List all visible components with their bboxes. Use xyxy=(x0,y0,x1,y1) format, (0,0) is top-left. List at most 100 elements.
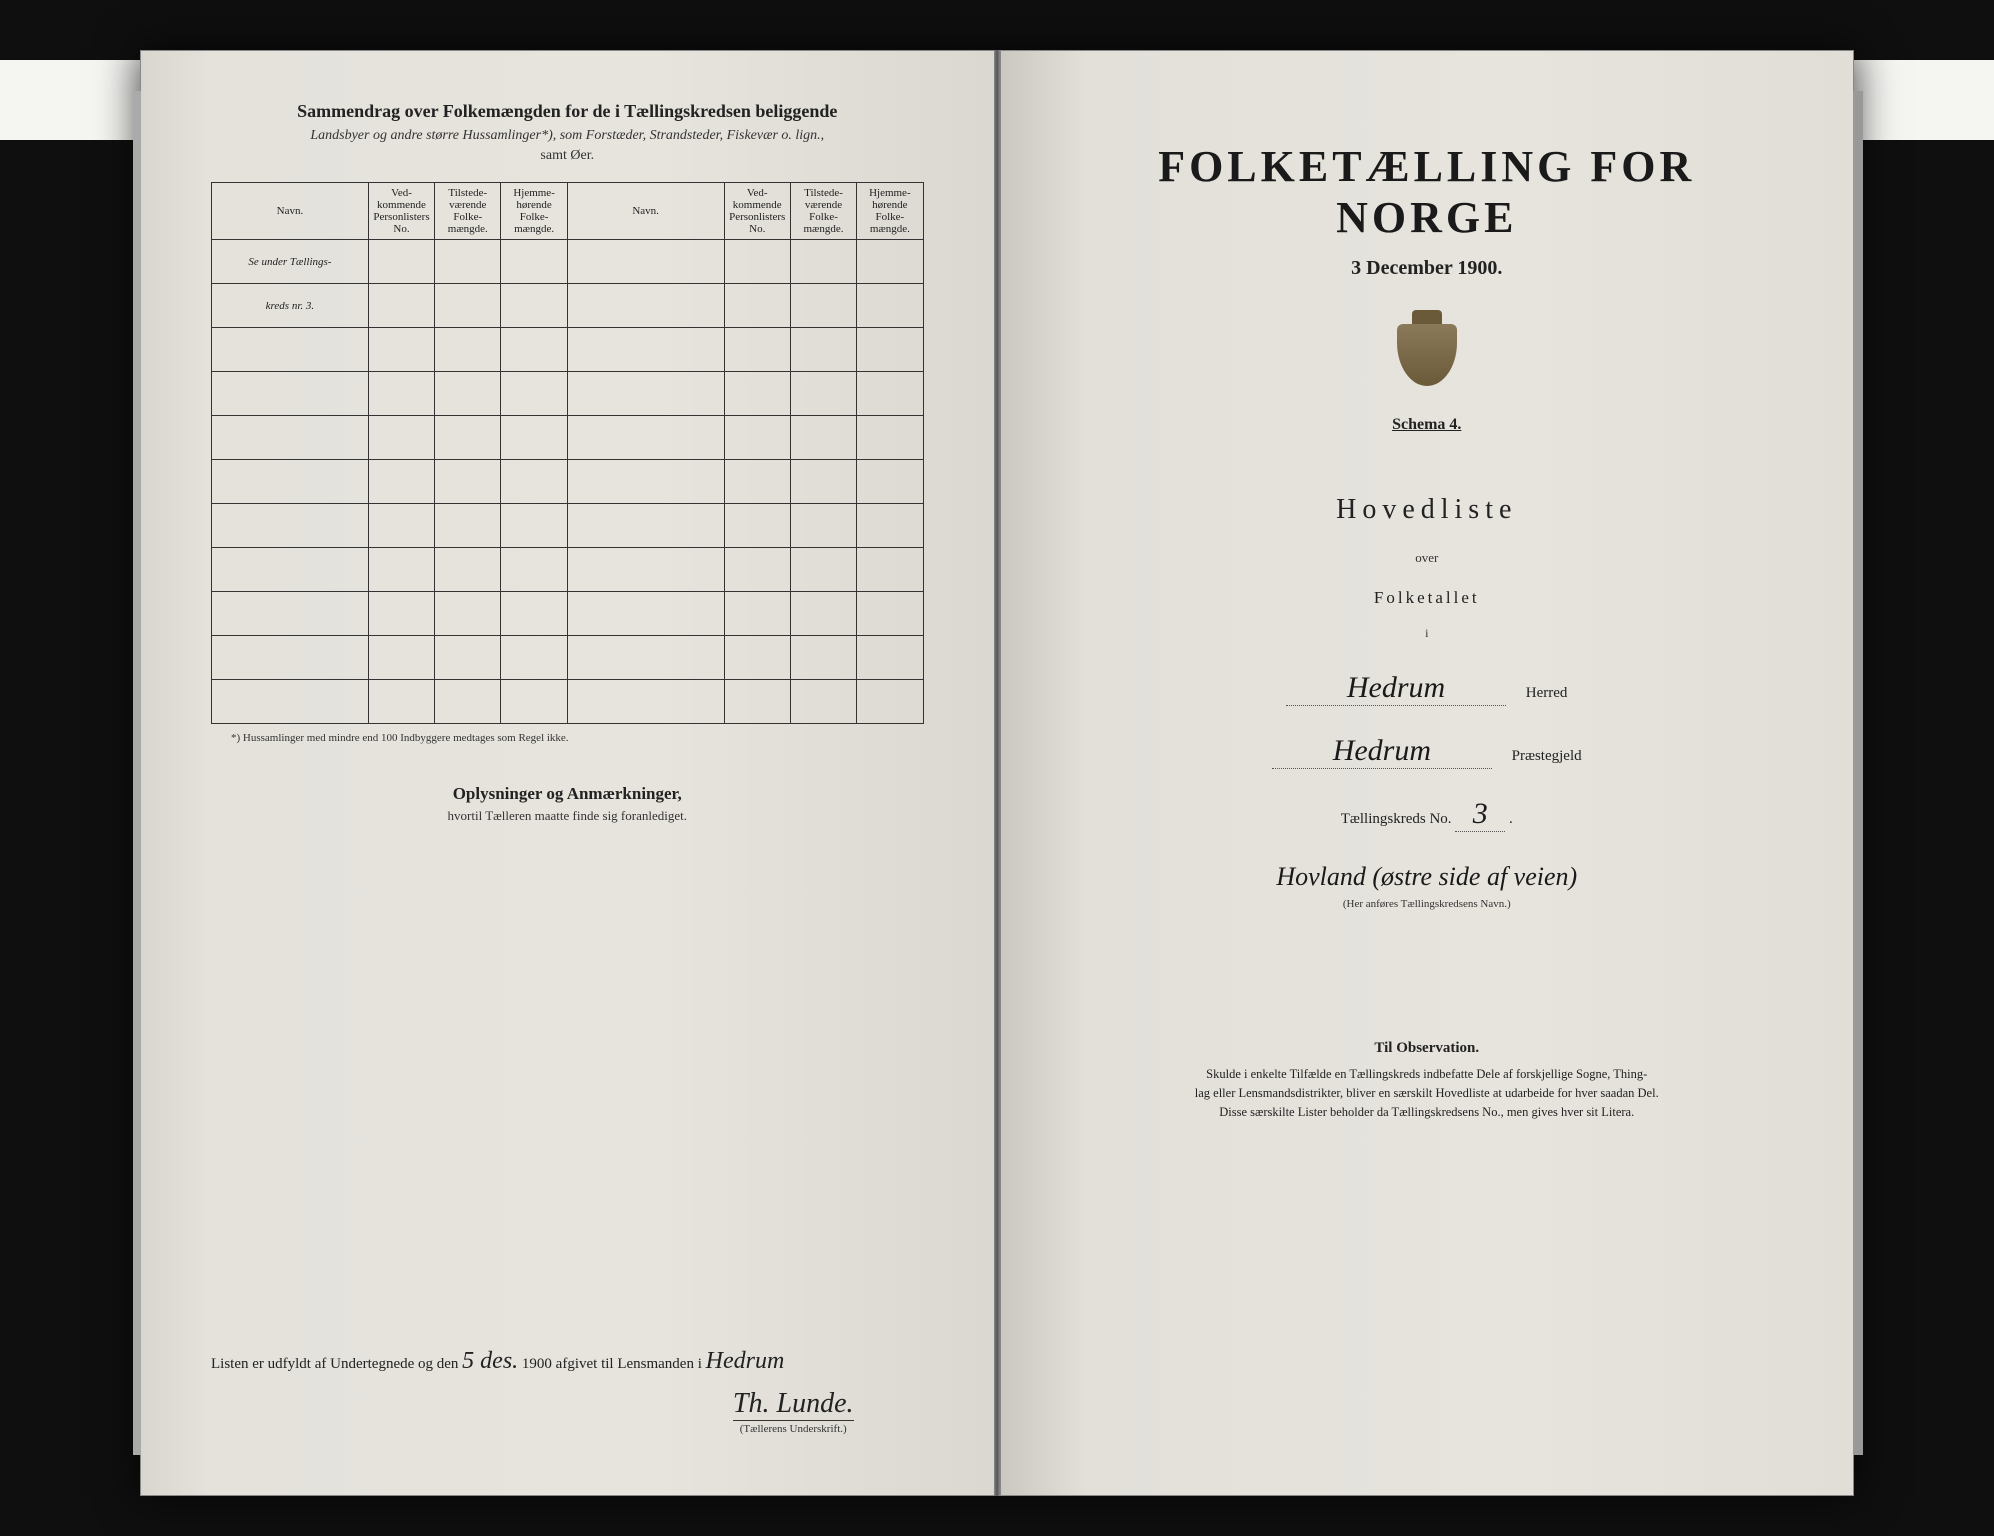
census-title: FOLKETÆLLING FOR NORGE xyxy=(1071,141,1784,243)
left-subheading-1: Landsbyer og andre større Hussamlinger*)… xyxy=(211,128,924,144)
cell xyxy=(790,240,856,284)
cell xyxy=(857,592,923,636)
cell xyxy=(368,592,434,636)
praeste-label: Præstegjeld xyxy=(1512,748,1582,764)
cell xyxy=(567,636,724,680)
cell xyxy=(857,636,923,680)
cell xyxy=(567,328,724,372)
table-row xyxy=(212,680,924,724)
coat-of-arms-icon xyxy=(1397,310,1457,386)
cell xyxy=(501,240,567,284)
th-hjemme-2: Hjemme- hørende Folke- mængde. xyxy=(857,183,923,240)
table-row: Se under Tællings- xyxy=(212,240,924,284)
cell xyxy=(790,592,856,636)
cell xyxy=(501,636,567,680)
left-subheading-2: samt Øer. xyxy=(211,148,924,164)
taellingskreds-row: Tællingskreds No. 3 . xyxy=(1071,797,1784,832)
cell xyxy=(567,504,724,548)
hovedliste-heading: Hovedliste xyxy=(1071,494,1784,526)
cell xyxy=(501,416,567,460)
signature-handwritten: Th. Lunde. xyxy=(733,1388,854,1420)
table-header-row: Navn. Ved- kommende Personlisters No. Ti… xyxy=(212,183,924,240)
cell xyxy=(368,284,434,328)
cell xyxy=(857,416,923,460)
observation-text: Skulde i enkelte Tilfælde en Tællingskre… xyxy=(1071,1065,1784,1121)
cell xyxy=(724,460,790,504)
cell xyxy=(567,680,724,724)
th-navn-2: Navn. xyxy=(567,183,724,240)
cell xyxy=(567,372,724,416)
observation-heading: Til Observation. xyxy=(1071,1040,1784,1057)
cell xyxy=(368,504,434,548)
table-row xyxy=(212,328,924,372)
cell xyxy=(567,240,724,284)
page-edge-stack-right xyxy=(1853,91,1863,1455)
th-tilstede-2: Tilstede- værende Folke- mængde. xyxy=(790,183,856,240)
cell xyxy=(212,636,369,680)
table-row xyxy=(212,416,924,460)
cell xyxy=(857,680,923,724)
cell xyxy=(501,680,567,724)
kreds-name-label: (Her anføres Tællingskredsens Navn.) xyxy=(1071,898,1784,910)
cell xyxy=(212,592,369,636)
herred-handwritten: Hedrum xyxy=(1286,671,1506,706)
cell xyxy=(724,240,790,284)
cell xyxy=(368,636,434,680)
scanner-strip-right xyxy=(1854,60,1994,140)
cell xyxy=(501,328,567,372)
cell xyxy=(724,416,790,460)
cell xyxy=(724,636,790,680)
cell xyxy=(790,636,856,680)
cell xyxy=(567,548,724,592)
cell xyxy=(368,548,434,592)
summary-table: Navn. Ved- kommende Personlisters No. Ti… xyxy=(211,182,924,724)
cell xyxy=(212,504,369,548)
cell xyxy=(435,284,501,328)
list-filled-line: Listen er udfyldt af Undertegnede og den… xyxy=(211,1348,924,1375)
kreds-name-handwritten: Hovland (østre side af veien) xyxy=(1276,862,1577,891)
cell xyxy=(435,680,501,724)
signature-block: Th. Lunde. (Tællerens Underskrift.) xyxy=(733,1388,854,1435)
cell xyxy=(212,460,369,504)
cell xyxy=(435,460,501,504)
th-navn-1: Navn. xyxy=(212,183,369,240)
cell xyxy=(501,284,567,328)
cell xyxy=(857,548,923,592)
obs-line-2: lag eller Lensmandsdistrikter, bliver en… xyxy=(1195,1086,1659,1100)
th-vedk-1: Ved- kommende Personlisters No. xyxy=(368,183,434,240)
obs-line-1: Skulde i enkelte Tilfælde en Tællingskre… xyxy=(1206,1067,1647,1081)
cell xyxy=(790,504,856,548)
table-row xyxy=(212,592,924,636)
cell xyxy=(368,416,434,460)
left-heading: Sammendrag over Folkemængden for de i Tæ… xyxy=(211,101,924,122)
hand-cell-2: kreds nr. 3. xyxy=(212,284,369,328)
cell xyxy=(501,504,567,548)
praestegjeld-row: Hedrum Præstegjeld xyxy=(1071,734,1784,769)
cell xyxy=(790,548,856,592)
i-label: i xyxy=(1071,626,1784,641)
cell xyxy=(857,372,923,416)
cell xyxy=(790,328,856,372)
cell xyxy=(790,416,856,460)
cell xyxy=(857,460,923,504)
date-handwritten: 5 des. xyxy=(462,1348,518,1374)
summary-table-body: Se under Tællings- kreds nr. 3. xyxy=(212,240,924,724)
cell xyxy=(501,548,567,592)
kreds-name-row: Hovland (østre side af veien) xyxy=(1071,862,1784,892)
cell xyxy=(724,328,790,372)
cell xyxy=(435,636,501,680)
table-row xyxy=(212,636,924,680)
cell xyxy=(435,504,501,548)
cell xyxy=(857,240,923,284)
cell xyxy=(567,416,724,460)
cell xyxy=(212,372,369,416)
left-page: Sammendrag over Folkemængden for de i Tæ… xyxy=(140,50,994,1496)
cell xyxy=(857,328,923,372)
cell xyxy=(857,504,923,548)
cell xyxy=(724,504,790,548)
page-edge-stack-left xyxy=(133,91,141,1455)
cell xyxy=(567,592,724,636)
table-row xyxy=(212,372,924,416)
cell xyxy=(501,372,567,416)
cell xyxy=(435,240,501,284)
